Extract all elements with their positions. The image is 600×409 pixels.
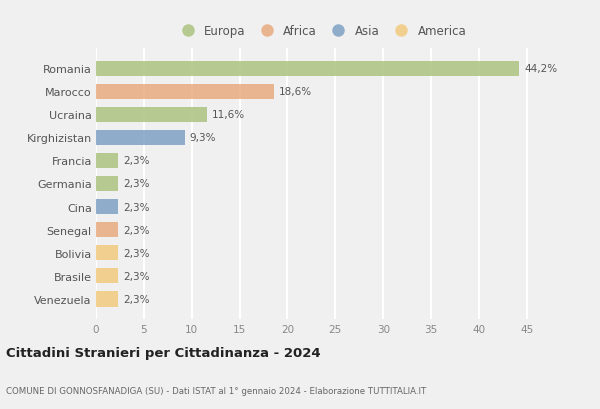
Text: 11,6%: 11,6% bbox=[212, 110, 245, 120]
Text: 18,6%: 18,6% bbox=[279, 87, 312, 97]
Text: 2,3%: 2,3% bbox=[123, 294, 149, 304]
Text: COMUNE DI GONNOSFANADIGA (SU) - Dati ISTAT al 1° gennaio 2024 - Elaborazione TUT: COMUNE DI GONNOSFANADIGA (SU) - Dati IST… bbox=[6, 386, 426, 395]
Bar bbox=[96, 84, 274, 99]
Bar bbox=[96, 108, 207, 122]
Text: 9,3%: 9,3% bbox=[190, 133, 217, 143]
Text: Cittadini Stranieri per Cittadinanza - 2024: Cittadini Stranieri per Cittadinanza - 2… bbox=[6, 346, 320, 359]
Text: 44,2%: 44,2% bbox=[524, 64, 557, 74]
Bar bbox=[96, 222, 118, 238]
Text: 2,3%: 2,3% bbox=[123, 202, 149, 212]
Text: 2,3%: 2,3% bbox=[123, 248, 149, 258]
Text: 2,3%: 2,3% bbox=[123, 225, 149, 235]
Bar bbox=[96, 153, 118, 169]
Bar bbox=[96, 200, 118, 215]
Bar bbox=[96, 61, 519, 76]
Bar bbox=[96, 292, 118, 307]
Text: 2,3%: 2,3% bbox=[123, 179, 149, 189]
Legend: Europa, Africa, Asia, America: Europa, Africa, Asia, America bbox=[173, 22, 469, 40]
Text: 2,3%: 2,3% bbox=[123, 271, 149, 281]
Bar bbox=[96, 130, 185, 146]
Bar bbox=[96, 269, 118, 284]
Bar bbox=[96, 177, 118, 191]
Text: 2,3%: 2,3% bbox=[123, 156, 149, 166]
Bar bbox=[96, 246, 118, 261]
